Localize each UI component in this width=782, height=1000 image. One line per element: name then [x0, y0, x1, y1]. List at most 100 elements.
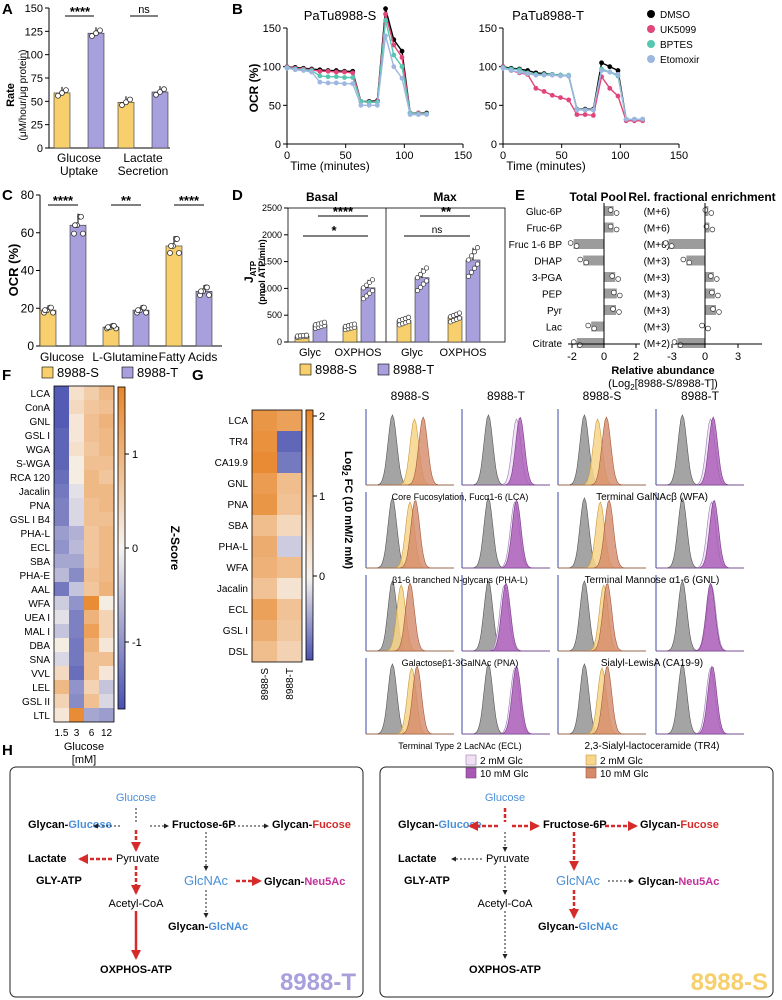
- c-legend-t: 8988-T: [137, 365, 178, 380]
- h-left-diagram: Glucose Glycan-Glucose Fructose-6P Glyca…: [28, 792, 356, 996]
- f-cell: [54, 414, 69, 428]
- a-bar: [117, 101, 135, 149]
- e-point: [709, 289, 715, 296]
- panel-a-chart: Rate (μM/hour/μg protein) 0 25 50 75 100 125 1…: [5, 3, 170, 178]
- legend-bptes: BPTES: [660, 40, 693, 51]
- b-point: [317, 68, 323, 74]
- b-point: [574, 107, 580, 113]
- e-point: [607, 223, 614, 230]
- g-caption-5: Galactoseβ1-3GalNAc (PNA): [402, 658, 519, 668]
- e-point: [615, 276, 621, 282]
- g-cell: [252, 431, 277, 452]
- f-row-label: SNA: [29, 655, 50, 666]
- g-hist-control: [656, 580, 744, 652]
- g-row-label: SBA: [228, 521, 248, 532]
- b-point: [383, 33, 388, 39]
- b-xtick-label: 0: [284, 150, 290, 162]
- g-cell: [277, 515, 302, 536]
- c-point: [135, 307, 141, 314]
- a-bar: [87, 32, 105, 149]
- hl-glyatp: GLY-ATP: [36, 875, 82, 887]
- e-bar-total: [576, 338, 604, 348]
- legend-dmso: DMSO: [660, 10, 690, 21]
- a-sig-2: ns: [138, 4, 150, 16]
- hl-lactate: Lactate: [28, 853, 67, 865]
- g-caption-8: 2,3-Sialyl-lactoceramide (TR4): [584, 741, 719, 752]
- g-row-label: PHA-L: [219, 542, 249, 553]
- hr-glucose: Glucose: [485, 792, 525, 804]
- d-point: [456, 310, 463, 316]
- f-cell: [54, 652, 69, 666]
- f-cell: [54, 484, 69, 498]
- b-xtick-label: 150: [454, 150, 472, 162]
- g-cell: [252, 620, 277, 641]
- f-row-label: Jacalin: [19, 487, 50, 498]
- e-point: [671, 339, 678, 345]
- d-xcat-3: Glyc: [401, 347, 424, 359]
- e-metabolite: PEP: [542, 290, 562, 301]
- e-xtick-label: -2: [567, 351, 577, 363]
- b-point: [574, 112, 580, 118]
- e-point: [567, 240, 574, 246]
- c-sig-2: **: [121, 193, 132, 208]
- hl-fructose: Fructose-6P: [172, 819, 236, 831]
- e-point: [585, 322, 591, 329]
- b-point: [399, 48, 405, 54]
- b-point: [391, 42, 397, 48]
- c-bar: [165, 245, 183, 347]
- d-point: [423, 278, 430, 284]
- e-point: [577, 256, 583, 263]
- f-cell: [69, 456, 84, 470]
- d-ylabel: JATP: [242, 260, 258, 283]
- f-cell: [84, 624, 99, 638]
- f-cell: [54, 456, 69, 470]
- b-point: [615, 68, 621, 73]
- hl-glucose: Glucose: [116, 792, 156, 804]
- b-point: [533, 72, 539, 78]
- e-bar-total: [604, 272, 616, 282]
- hl-pyruvate: Pyruvate: [116, 853, 159, 865]
- b-point: [566, 73, 572, 79]
- f-cell: [69, 540, 84, 554]
- f-cell: [69, 638, 84, 652]
- f-cell: [84, 400, 99, 414]
- d-point: [420, 268, 427, 274]
- g-cell: [277, 452, 302, 473]
- g-hist-10mm: [366, 416, 454, 486]
- e-point: [709, 226, 716, 233]
- g-hdr-4: 8988-T: [681, 389, 720, 403]
- e-xtick-label: 2: [633, 351, 639, 363]
- f-col-label: 12: [101, 728, 113, 739]
- b-point: [374, 102, 380, 108]
- d-legend-s-swatch: [299, 363, 312, 376]
- panel-d-chart: Basal Max JATP (pmol ATP/min) 0 500 1000 15…: [242, 190, 506, 377]
- g-cell: [277, 578, 302, 599]
- f-cell: [54, 512, 69, 526]
- f-cell: [69, 484, 84, 498]
- f-row-label: DBA: [29, 641, 50, 652]
- f-cell: [54, 582, 69, 596]
- panel-label-e: E: [515, 187, 525, 204]
- f-cell: [99, 526, 114, 540]
- d-max: Max: [433, 190, 457, 204]
- b-point: [292, 67, 298, 73]
- b-point: [325, 74, 331, 80]
- f-cell: [99, 554, 114, 568]
- f-cell: [54, 596, 69, 610]
- f-cell: [84, 652, 99, 666]
- b-point: [640, 116, 646, 122]
- c-ytick-label: 0: [27, 339, 34, 353]
- c-bar: [69, 224, 87, 347]
- f-cell: [84, 610, 99, 624]
- d-ylabel2: (pmol ATP/min): [257, 239, 267, 305]
- a-point: [63, 87, 69, 94]
- g-cell: [252, 473, 277, 494]
- b-point: [333, 74, 339, 80]
- b-point: [607, 69, 613, 75]
- g-cell: [252, 452, 277, 473]
- d-point: [351, 321, 358, 327]
- hr-glcnac: GlcNAc: [556, 873, 601, 888]
- f-row-label: LTL: [34, 711, 51, 722]
- g-caption-4: Terminal Mannose α1-6 (GNL): [585, 575, 720, 586]
- e-point: [705, 325, 711, 332]
